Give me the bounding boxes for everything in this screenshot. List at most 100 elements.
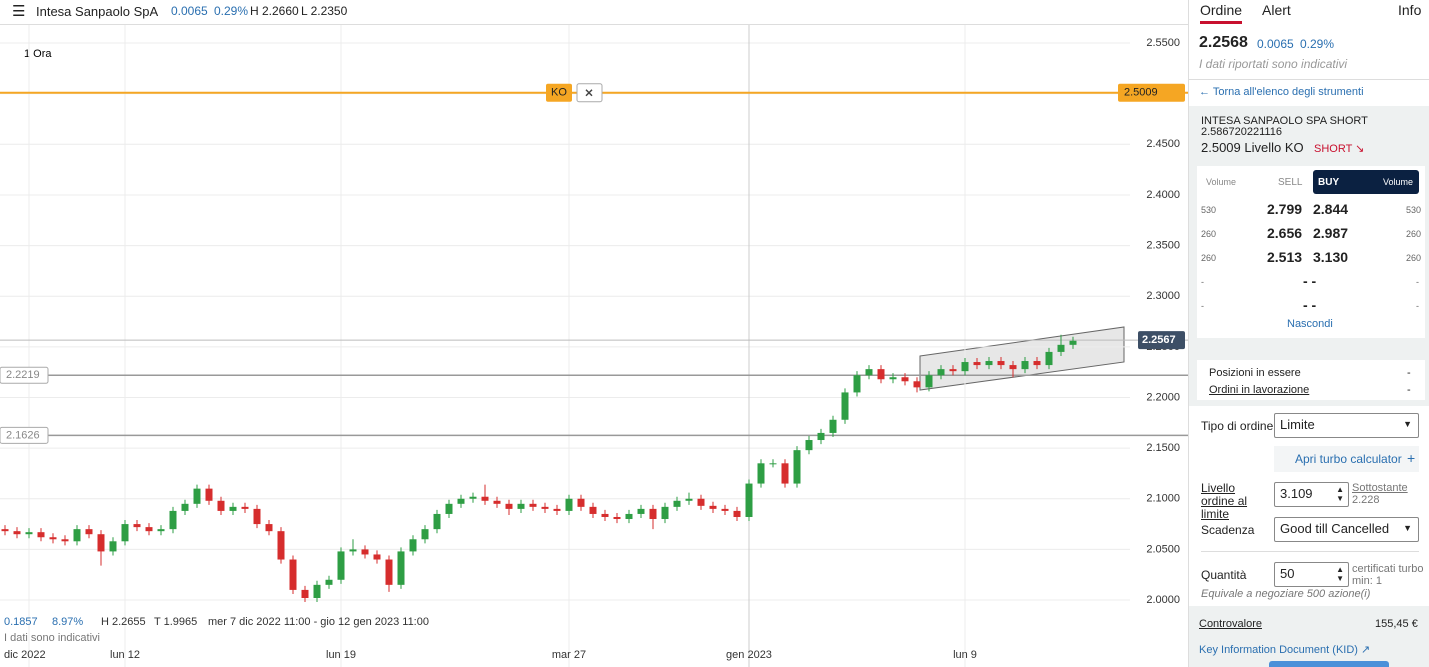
channel <box>919 326 1125 391</box>
book-cell: 3.130 <box>1313 249 1349 265</box>
book-cell: 530 <box>1201 205 1217 215</box>
candle-body <box>97 534 105 552</box>
candle-body <box>709 505 717 509</box>
label: Tipo di ordine <box>1201 419 1274 433</box>
value: 2.228 <box>1352 494 1380 506</box>
candle-body <box>673 500 681 507</box>
level-tag <box>0 366 49 384</box>
total-label: Controvalore <box>1199 618 1262 630</box>
candle-body <box>745 483 753 517</box>
divider <box>1189 79 1429 80</box>
candle-body <box>973 362 981 366</box>
candle-body <box>757 463 765 484</box>
hide-link[interactable]: Nascondi <box>1287 318 1333 330</box>
y-tick-label: 2.5500 <box>1146 37 1180 49</box>
candle-body <box>865 369 873 376</box>
instrument-code: 2.586720221116 <box>1201 126 1282 138</box>
price: 2.2568 <box>1199 34 1248 51</box>
candle-body <box>277 531 285 560</box>
candle-body <box>205 488 213 501</box>
value: 50 <box>1280 566 1295 581</box>
buy-box[interactable] <box>1313 170 1419 194</box>
y-tick-label: 2.4500 <box>1146 138 1180 150</box>
candle-body <box>457 498 465 504</box>
header: ☰ Intesa Sanpaolo SpA 0.0065 0.29% H 2.2… <box>0 0 1188 25</box>
order-type-select[interactable]: Limite ▼ <box>1274 413 1419 438</box>
candle-body <box>997 361 1005 366</box>
x-tick-label: mar 27 <box>552 649 586 661</box>
kid-text[interactable]: Key Information Document (KID) <box>1199 644 1358 656</box>
tab[interactable]: Ordine <box>1200 2 1243 24</box>
candle-body <box>721 508 729 511</box>
stat: T 1.9965 <box>154 616 197 628</box>
candle-body <box>733 510 741 517</box>
candle-body <box>889 377 897 380</box>
candle-body <box>1057 344 1065 352</box>
candle-body <box>913 381 921 388</box>
book-cell: - <box>1416 277 1419 287</box>
candle-body <box>853 375 861 393</box>
candle-body <box>637 508 645 514</box>
value: 3.109 <box>1280 486 1313 501</box>
candle-body <box>661 506 669 520</box>
candle-body <box>805 440 813 451</box>
book-cell: 2.987 <box>1313 225 1349 241</box>
position-label[interactable]: Ordini in lavorazione <box>1209 384 1310 396</box>
candle-body <box>145 527 153 532</box>
candle-body <box>109 541 117 552</box>
candle-body <box>361 549 369 555</box>
candle-body <box>901 377 909 382</box>
candle-body <box>265 524 273 532</box>
candle-body <box>829 419 837 433</box>
ko-button[interactable] <box>546 83 572 102</box>
turbo-link[interactable]: Apri turbo calculator <box>1295 452 1402 466</box>
candle-body <box>397 551 405 585</box>
kid-link[interactable]: Key Information Document (KID) ↗ <box>1199 644 1371 656</box>
y-tick-label: 2.1500 <box>1146 442 1180 454</box>
back-link[interactable]: ← Torna all'elenco degli strumenti <box>1199 86 1364 98</box>
button-edge[interactable] <box>1269 661 1389 667</box>
limit-input[interactable]: 3.109 ▲ ▼ <box>1274 482 1349 507</box>
candle-body <box>13 531 21 535</box>
candle-body <box>841 392 849 420</box>
book-header[interactable]: BUY <box>1318 177 1340 188</box>
menu-icon[interactable]: ☰ <box>12 3 26 20</box>
candle-body <box>1009 365 1017 370</box>
qty-input[interactable]: 50 ▲ ▼ <box>1274 562 1349 587</box>
tab[interactable]: Info <box>1398 2 1422 18</box>
candle-body <box>685 498 693 501</box>
side: SHORT ↘ <box>1314 143 1365 155</box>
positions <box>1197 360 1425 400</box>
title: Intesa Sanpaolo SpA <box>36 4 159 19</box>
y-tick-label: 2.3500 <box>1146 239 1180 251</box>
candle-body <box>553 508 561 511</box>
book-cell: - <box>1416 301 1419 311</box>
min: min: 1 <box>1352 575 1382 587</box>
candle-body <box>541 506 549 509</box>
order-book <box>1197 166 1425 338</box>
turbo-icon[interactable]: + <box>1407 450 1416 466</box>
expiry-select[interactable]: Good till Cancelled ▼ <box>1274 517 1419 542</box>
level-tag <box>0 426 49 444</box>
y-tick-label: 2.3000 <box>1146 290 1180 302</box>
candle-body <box>241 506 249 509</box>
ko-label: KO <box>551 87 567 99</box>
book-cell: 2.799 <box>1267 201 1303 217</box>
candle-body <box>877 369 885 380</box>
candle-body <box>625 513 633 520</box>
value: Limite <box>1280 417 1315 432</box>
candle-body <box>37 532 45 538</box>
turbo-bg <box>1274 446 1419 472</box>
tab[interactable]: Alert <box>1262 2 1291 18</box>
candle-body <box>121 524 129 542</box>
candle-body <box>493 500 501 504</box>
candle-body <box>565 498 573 511</box>
y-tick-label: 2.0000 <box>1146 594 1180 606</box>
book-cell: - - <box>1303 273 1317 289</box>
back-text[interactable]: Torna all'elenco degli strumenti <box>1212 86 1364 98</box>
divider <box>1201 551 1419 552</box>
level-label: 2.1626 <box>6 429 40 441</box>
stat: 8.97% <box>52 616 83 628</box>
candle-body <box>337 551 345 580</box>
